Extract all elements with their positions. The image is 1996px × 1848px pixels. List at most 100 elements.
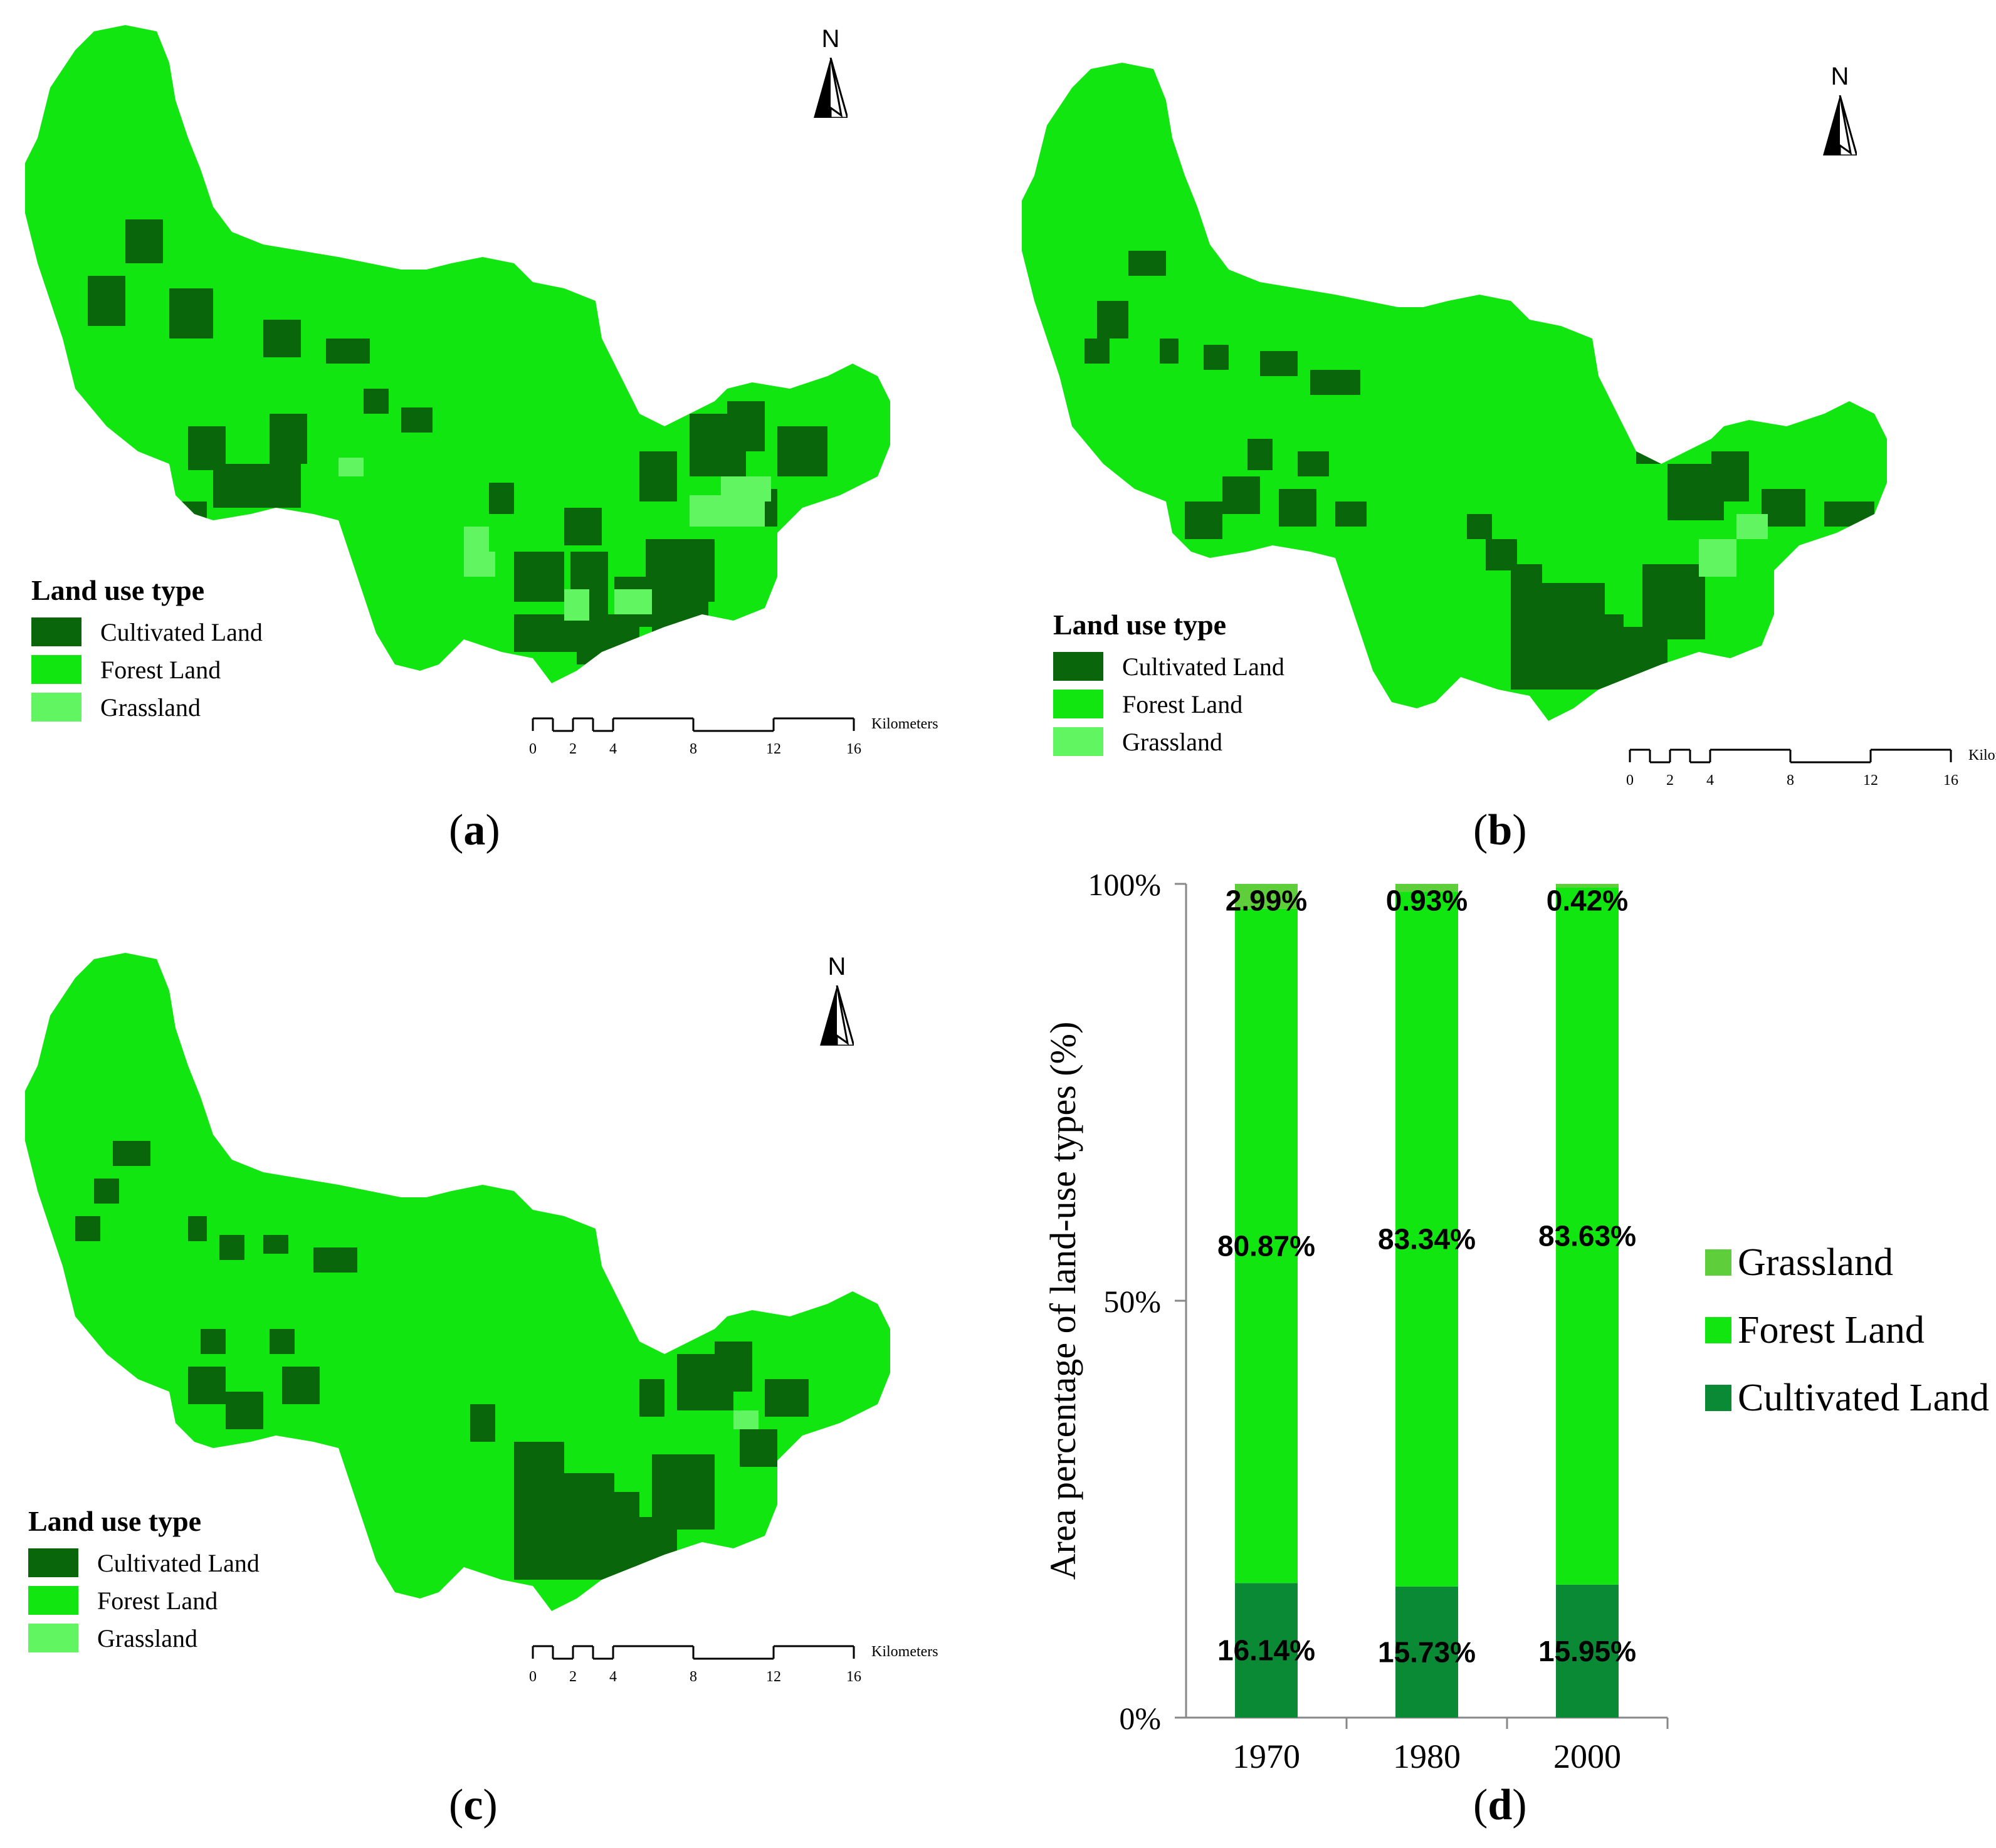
legend-item-forest: Forest Land bbox=[1053, 685, 1284, 723]
scale-tick-label: 0 bbox=[1626, 772, 1634, 789]
scale-tick-label: 8 bbox=[690, 741, 697, 757]
legend-swatch-cultivated bbox=[1053, 652, 1103, 681]
scale-tick-label: 0 bbox=[529, 1669, 537, 1685]
cultivated-patch bbox=[75, 1216, 100, 1241]
cultivated-patch bbox=[1279, 489, 1316, 527]
cultivated-patch bbox=[1762, 489, 1805, 527]
cultivated-patch bbox=[1636, 439, 1661, 464]
north-arrow-icon: N bbox=[1818, 63, 1862, 157]
cultivated-patch bbox=[652, 1454, 715, 1530]
bar-segment-cultivated bbox=[1395, 1586, 1458, 1718]
grassland-patch bbox=[721, 476, 771, 501]
cultivated-patch bbox=[1298, 451, 1329, 476]
bar-segment-cultivated bbox=[1235, 1583, 1298, 1718]
legend-swatch-forest bbox=[28, 1586, 78, 1615]
grassland-patch bbox=[733, 1410, 759, 1429]
chart-legend-item-grassland: Grassland bbox=[1705, 1229, 1989, 1296]
scale-tick-label: 16 bbox=[1943, 772, 1958, 789]
cultivated-patch bbox=[263, 320, 301, 357]
cultivated-patch bbox=[213, 464, 301, 508]
cultivated-patch bbox=[1222, 476, 1260, 514]
y-tick-label: 0% bbox=[1119, 1701, 1161, 1736]
data-label: 0.42% bbox=[1547, 885, 1628, 917]
cultivated-patch bbox=[201, 1329, 226, 1354]
x-tick-label: 2000 bbox=[1553, 1738, 1621, 1775]
cultivated-patch bbox=[740, 1429, 777, 1467]
land-use-map bbox=[1022, 63, 1887, 721]
data-label: 15.73% bbox=[1378, 1635, 1476, 1668]
stacked-bar-chart: 0% 50% 100% Area percentage of land-use typ… bbox=[1043, 867, 1669, 1775]
cultivated-patch bbox=[1310, 370, 1360, 395]
legend-label-grassland: Grassland bbox=[97, 1624, 197, 1652]
watershed-boundary bbox=[25, 953, 890, 1611]
map-legend: Land use type Cultivated Land Forest Land G… bbox=[31, 574, 263, 726]
cultivated-patch bbox=[364, 389, 389, 414]
bar-segment-cultivated bbox=[1556, 1584, 1619, 1718]
scale-unit-label: Kilometers bbox=[1968, 747, 1996, 764]
scale-tick-label: 12 bbox=[766, 1669, 781, 1685]
map-panel-c: Land use type Cultivated Land Forest Land G… bbox=[0, 928, 940, 1743]
scale-tick-label: 0 bbox=[529, 741, 537, 757]
bar-segment-grassland bbox=[1556, 884, 1619, 888]
data-label: 0.93% bbox=[1386, 885, 1468, 917]
cultivated-patch bbox=[1467, 514, 1492, 539]
legend-item-grassland: Grassland bbox=[31, 688, 263, 726]
map-panel-a: Land use type Cultivated Land Forest Land G… bbox=[0, 0, 940, 834]
legend-item-cultivated: Cultivated Land bbox=[1053, 648, 1284, 685]
scale-tick-label: 4 bbox=[1706, 772, 1714, 789]
legend-label-forest: Forest Land bbox=[97, 1586, 218, 1615]
scale-tick-label: 4 bbox=[609, 1669, 617, 1685]
legend-label-cultivated: Cultivated Land bbox=[97, 1548, 260, 1577]
north-arrow-icon: N bbox=[809, 25, 853, 119]
data-label: 2.99% bbox=[1226, 885, 1307, 917]
cultivated-patch bbox=[1097, 301, 1128, 339]
cultivated-patch bbox=[489, 483, 514, 514]
bar-segment-grassland bbox=[1395, 884, 1458, 892]
data-label: 80.87% bbox=[1217, 1230, 1315, 1263]
cultivated-patch bbox=[401, 407, 433, 433]
north-arrow-icon: N bbox=[815, 953, 859, 1047]
data-label: 15.95% bbox=[1538, 1635, 1636, 1667]
legend-item-grassland: Grassland bbox=[28, 1619, 260, 1657]
cultivated-patch bbox=[646, 539, 715, 602]
scale-tick-label: 4 bbox=[609, 741, 617, 757]
cultivated-patch bbox=[270, 1329, 295, 1354]
cultivated-patch bbox=[282, 1367, 320, 1404]
cultivated-patch bbox=[188, 1216, 207, 1241]
chart-legend: Grassland Forest Land Cultivated Land bbox=[1705, 1229, 1989, 1432]
cultivated-patch bbox=[263, 1235, 288, 1254]
cultivated-patch bbox=[1674, 664, 1736, 702]
cultivated-patch bbox=[169, 288, 213, 339]
scale-bar: 0 2 4 8 12 16 Kilometers bbox=[1624, 746, 1996, 809]
grassland-patch bbox=[564, 589, 589, 621]
cultivated-patch bbox=[470, 1404, 495, 1442]
scale-tick-label: 12 bbox=[1863, 772, 1878, 789]
legend-label-grassland: Grassland bbox=[100, 693, 201, 722]
cultivated-patch bbox=[1248, 439, 1273, 470]
y-tick-label: 50% bbox=[1103, 1284, 1161, 1319]
cultivated-patch bbox=[1642, 564, 1705, 639]
scale-tick-label: 2 bbox=[569, 741, 577, 757]
cultivated-patch bbox=[1824, 501, 1874, 527]
cultivated-patch bbox=[94, 1179, 119, 1204]
legend-title: Land use type bbox=[31, 574, 205, 606]
bar-segment-forest bbox=[1556, 887, 1619, 1585]
legend-item-cultivated: Cultivated Land bbox=[28, 1544, 260, 1582]
cultivated-patch bbox=[176, 501, 207, 527]
cultivated-patch bbox=[777, 426, 827, 476]
legend-label-grassland: Grassland bbox=[1122, 727, 1222, 756]
chart-legend-item-forest: Forest Land bbox=[1705, 1296, 1989, 1364]
bar-segment-forest bbox=[1235, 908, 1298, 1583]
scale-tick-label: 8 bbox=[690, 1669, 697, 1685]
caption-b: (b) bbox=[1473, 806, 1527, 854]
north-label: N bbox=[821, 25, 840, 53]
data-label: 16.14% bbox=[1217, 1634, 1315, 1667]
legend-label-grassland: Grassland bbox=[1738, 1241, 1893, 1284]
caption-c: (c) bbox=[449, 1781, 498, 1829]
bar-segment-forest bbox=[1395, 891, 1458, 1587]
legend-swatch-grassland bbox=[28, 1624, 78, 1652]
grassland-patch bbox=[464, 552, 495, 577]
legend-item-forest: Forest Land bbox=[28, 1582, 260, 1619]
legend-label-forest: Forest Land bbox=[100, 655, 221, 684]
north-label: N bbox=[1831, 63, 1849, 90]
